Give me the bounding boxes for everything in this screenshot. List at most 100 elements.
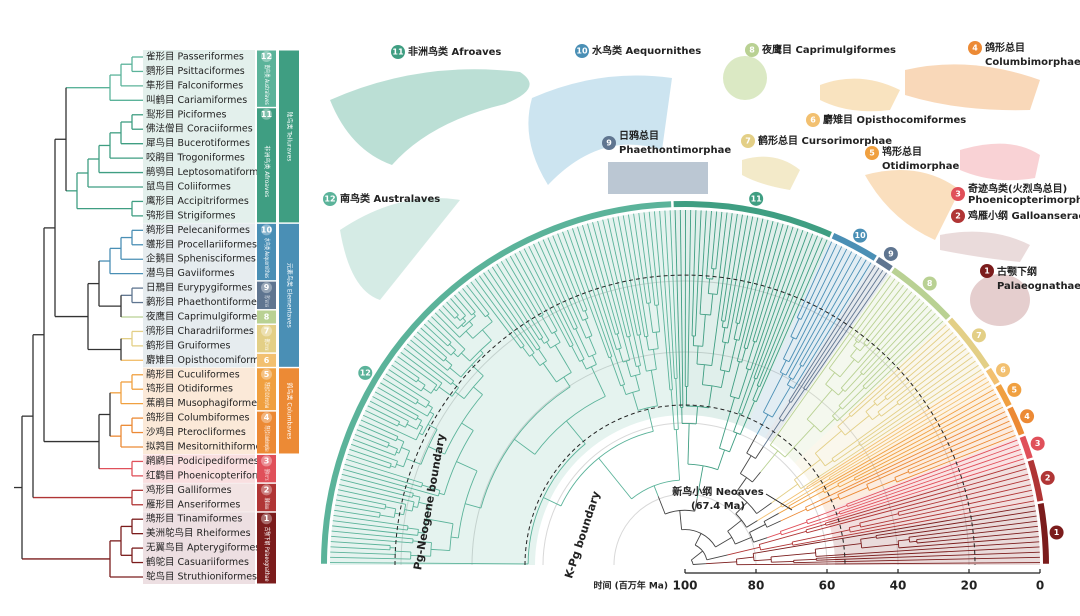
branch [349, 448, 392, 465]
branch [360, 419, 399, 437]
clade-band [257, 281, 276, 310]
group-name: Phaethontimorphae [619, 145, 731, 156]
branch [755, 446, 764, 459]
branch [807, 512, 840, 525]
branch [650, 370, 658, 406]
clade-badge [883, 246, 898, 261]
branch [830, 384, 992, 481]
branch [786, 378, 792, 385]
group-number: 9 [606, 139, 612, 148]
group-badge [980, 264, 994, 278]
clade-badge [261, 282, 272, 294]
branch [790, 318, 800, 337]
clade-badge [261, 224, 272, 236]
branch [769, 275, 892, 446]
order-label: 红鹳目 Phoenicopteriformes [146, 469, 276, 481]
clade-label: 鸽形总目 Columbimorphae [263, 426, 271, 452]
branch [655, 332, 659, 349]
branch [422, 387, 432, 394]
branch [427, 319, 452, 343]
clade-number: 9 [264, 283, 270, 292]
branch [875, 510, 1036, 536]
branch [423, 323, 449, 347]
branch [547, 237, 584, 321]
branch [863, 288, 909, 344]
order-label: 雀形目 Passeriformes [146, 51, 244, 63]
branch [435, 382, 443, 392]
branch [461, 352, 471, 362]
branch [838, 389, 844, 396]
group-name: 夜鹰目 Caprimulgiformes [761, 43, 896, 56]
order-label: 雁形目 Anseriformes [146, 498, 240, 510]
branch [428, 446, 445, 455]
branch [412, 494, 421, 498]
branch [762, 419, 782, 447]
branch [647, 407, 654, 432]
branch [354, 434, 388, 448]
branch [866, 291, 913, 347]
branch [755, 226, 794, 343]
order-label: 咬鹃目 Trogoniformes [146, 152, 245, 164]
branch [546, 341, 551, 349]
clade-band [257, 50, 276, 107]
flamingo-art [960, 143, 1040, 181]
branch [838, 511, 841, 515]
branch [767, 532, 782, 539]
tick-label: 40 [890, 579, 907, 593]
branch [735, 502, 748, 515]
branch [331, 535, 413, 544]
branch [377, 386, 428, 417]
order-label: 叫鹤目 Cariamiformes [146, 94, 247, 106]
branch [572, 228, 626, 385]
branch [752, 399, 757, 403]
branch [722, 341, 729, 344]
branch [866, 420, 1010, 485]
branch [753, 377, 757, 380]
pg-neogene-boundary [394, 274, 976, 566]
branch [638, 334, 647, 372]
order-label: 夜鹰目 Caprimulgiformes [146, 310, 262, 322]
group-name: Otidimorphae [882, 161, 960, 172]
clade-label: 水鸟类 Aequornithes [263, 238, 271, 278]
columbimorphae-art [905, 64, 1040, 111]
branch [334, 509, 380, 518]
branch [806, 504, 848, 521]
branch [752, 385, 759, 401]
branch [738, 219, 769, 341]
group-name: Palaeognathae [997, 281, 1080, 292]
branch [552, 235, 584, 312]
branch [784, 425, 815, 458]
branch [721, 320, 726, 322]
branch [625, 390, 640, 396]
branch [772, 386, 791, 418]
branch [746, 520, 758, 528]
branch [438, 492, 445, 496]
branch [832, 407, 842, 417]
branch [591, 355, 597, 365]
clade-label: 奇迹鸟类 Mirandornithes [263, 469, 271, 480]
branch [844, 373, 863, 392]
branch [391, 364, 417, 383]
branch [825, 372, 836, 385]
branch [805, 411, 1006, 508]
clade-band [279, 223, 299, 367]
clade-band [257, 310, 276, 324]
branch [482, 329, 492, 341]
branch [757, 505, 782, 522]
branch [828, 278, 896, 369]
clade-label: 鹤形总目 Cursorimorphae [263, 339, 271, 350]
branch [690, 559, 694, 565]
branch [422, 413, 435, 436]
branch [806, 473, 1029, 534]
branch [674, 210, 682, 408]
branch [831, 356, 973, 459]
clade-band [257, 512, 276, 584]
branch [382, 377, 419, 401]
branch [859, 344, 866, 352]
branch [694, 533, 702, 546]
branch [780, 508, 807, 522]
branch [735, 513, 747, 528]
clade-band [257, 454, 276, 483]
branch [456, 316, 461, 321]
branch [752, 225, 789, 342]
